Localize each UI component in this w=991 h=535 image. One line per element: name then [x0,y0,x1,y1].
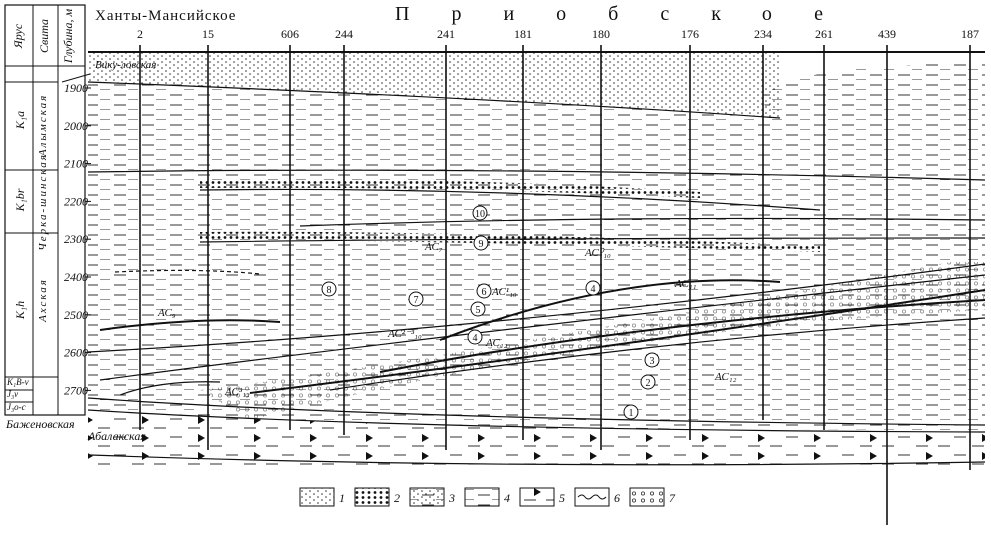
well-number: 15 [202,27,214,41]
stage: K₁br [13,188,27,212]
layer-lines [87,51,986,466]
layer-number: 10 [475,209,485,220]
layer-number: 1 [629,408,634,419]
well-number: 244 [335,27,353,41]
layer-number: 4 [591,284,596,295]
layer-marker [321,281,337,297]
column-header: Глубина, м [61,9,75,65]
legend-swatch [354,487,390,507]
well-number: 180 [592,27,610,41]
layer-number: 3 [650,356,655,367]
layer-number: 4 [473,333,478,344]
layer-number: 5 [476,305,481,316]
layer-marker [470,301,486,317]
well-number: 181 [514,27,532,41]
layer-marker [472,205,488,221]
well-number: 234 [754,27,772,41]
legend-swatch [299,487,335,507]
legend-number: 2 [394,491,400,505]
stage: K₁a [13,111,27,130]
layer-label: АС¹₁₀ [491,286,517,298]
legend-number: 4 [504,491,510,505]
depth-label: 2600 [64,346,88,360]
legend-swatch [519,487,555,507]
layer-label: АС₁₂ [485,337,508,349]
layer-marker [585,280,601,296]
legend-dash [410,488,444,506]
legend-number: 3 [448,491,455,505]
legend-swatch [464,487,500,507]
legend-wave [577,494,607,500]
formation: Черка-шинская [37,153,49,251]
well-number: 176 [681,27,699,41]
legend-number: 5 [559,491,565,505]
depth-label: 2200 [64,194,88,208]
layer-label: АС₁₂ [714,371,737,383]
column-header: Ярус [11,23,25,49]
stage: J₃o-c [7,402,26,412]
layer-label: АС₁₁ [674,278,697,290]
well-number: 2 [137,27,143,41]
depth-label: 1900 [64,81,88,95]
well-number: 439 [878,27,896,41]
layer-label: АС²⁻³₁₀ [387,328,422,340]
depth-label: 2000 [64,119,88,133]
layer-label: АС⁰₁₀ [584,247,611,259]
layer-label: АС₉ [157,307,176,319]
column-header: Свита [37,19,51,53]
depth-label: 2500 [64,308,88,322]
formation: Вику-ловская [95,59,156,71]
layer-marker [408,291,424,307]
well-number: 261 [815,27,833,41]
layer-marker [640,374,656,390]
layer-number: 9 [479,239,484,250]
left-columns [4,4,86,416]
layer-number: 7 [414,295,419,306]
depth-label: 2100 [64,157,88,171]
layer-label: АС³₁₂ [224,386,250,398]
left-title: Ханты-Мансийское [95,8,236,24]
well-number: 187 [961,27,979,41]
stage: K₁h [13,301,27,320]
layer-number: 6 [482,287,487,298]
legend-number: 6 [614,491,620,505]
stage: K₁B-v [6,377,29,387]
formation: Ахская [37,278,49,323]
legend-number: 1 [339,491,345,505]
depth-label: 2300 [64,232,88,246]
layer-label: АС₇ [424,241,443,253]
pointer [61,73,91,83]
layer-marker [623,404,639,420]
bottom-formation: Баженовская [5,417,75,431]
legend-number: 7 [669,491,676,505]
depth-label: 2400 [64,270,88,284]
legend-swatch [629,487,665,507]
layer-marker [644,352,660,368]
right-title: Приобское [395,3,865,25]
stage: J₃v [7,389,18,399]
bottom-formation: Абалакская [87,429,146,443]
well-number: 606 [281,27,299,41]
depth-label: 2700 [64,383,88,397]
layer-marker [473,235,489,251]
well-number: 241 [437,27,455,41]
layer-number: 2 [646,378,651,389]
formation: Алымская [37,94,49,157]
layer-number: 8 [327,285,332,296]
layer-marker [467,329,483,345]
section-body [88,52,985,470]
layer-marker [476,283,492,299]
